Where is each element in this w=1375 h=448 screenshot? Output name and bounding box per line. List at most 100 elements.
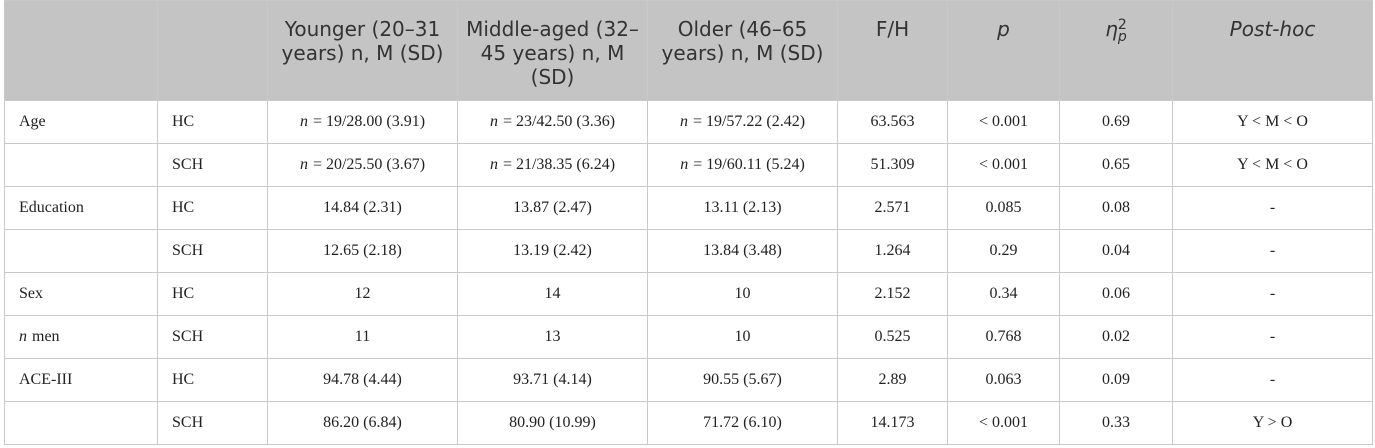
table-cell: 0.69 [1059,100,1173,144]
table-cell: n = 23/42.50 (3.36) [457,100,648,144]
italic-symbol: n [680,156,689,173]
table-cell: 0.768 [947,315,1060,359]
table-cell: Y < M < O [1172,100,1373,144]
table-cell: HC [157,358,268,402]
table-cell: - [1172,229,1373,273]
table-cell: < 0.001 [947,100,1060,144]
table-cell: 14.84 (2.31) [267,186,458,230]
header-row: Younger (20–31 years) n, M (SD) Middle-ag… [4,0,1373,101]
header-text: p [997,17,1010,41]
table-cell: - [1172,315,1373,359]
italic-symbol: n [489,156,498,173]
cell-text: = 19/60.11 (5.24) [693,156,805,173]
superscript: 2 [1117,16,1127,33]
table-cell: n = 20/25.50 (3.67) [267,143,458,187]
table-cell: 80.90 (10.99) [457,401,648,445]
table-cell: 13.11 (2.13) [647,186,838,230]
table-cell [4,229,158,273]
italic-symbol: n [299,113,308,130]
table-cell: n men [4,315,158,359]
table-cell: 14.173 [837,401,948,445]
header-cell: F/H [837,0,948,101]
italic-symbol: n [489,113,498,130]
table-cell: - [1172,358,1373,402]
table-cell [4,401,158,445]
header-cell: Younger (20–31 years) n, M (SD) [267,0,458,101]
table-cell: HC [157,272,268,316]
table-cell: Sex [4,272,158,316]
table-cell: Education [4,186,158,230]
table-cell: 51.309 [837,143,948,187]
table-cell [4,143,158,187]
header-text: F/H [875,17,910,41]
table-cell: Age [4,100,158,144]
header-cell [4,0,158,101]
table-cell: Y > O [1172,401,1373,445]
table-cell: 0.34 [947,272,1060,316]
cell-text: = 21/38.35 (6.24) [502,156,616,173]
table-cell: 71.72 (6.10) [647,401,838,445]
table-cell: 0.085 [947,186,1060,230]
table-cell: 11 [267,315,458,359]
header-text: Older (46–65 years) n, M (SD) [661,17,824,65]
table-row: SCH 12.65 (2.18) 13.19 (2.42) 13.84 (3.48) 1… [4,229,1373,273]
header-text: Post-hoc [1229,17,1316,41]
italic-symbol: n [19,328,27,345]
table-row: SCH n = 20/25.50 (3.67) n = 21/38.35 (6.24) n… [4,143,1373,187]
table-cell: Y < M < O [1172,143,1373,187]
cell-text: = 19/28.00 (3.91) [312,113,426,130]
table-cell: 10 [647,315,838,359]
header-cell: Post-hoc [1172,0,1373,101]
table-cell: HC [157,186,268,230]
table-row: n men SCH 11 13 10 0.525 0.768 0.02- [4,315,1373,359]
table-cell: SCH [157,315,268,359]
table-header: Younger (20–31 years) n, M (SD) Middle-ag… [4,0,1373,101]
table-cell: 0.33 [1059,401,1173,445]
table-cell: ACE-III [4,358,158,402]
cell-text: = 20/25.50 (3.67) [312,156,426,173]
header-cell: Older (46–65 years) n, M (SD) [647,0,838,101]
cell-text: = 23/42.50 (3.36) [502,113,616,130]
table-row: SCH 86.20 (6.84) 80.90 (10.99) 71.72 (6.10)… [4,401,1373,445]
table-cell: SCH [157,229,268,273]
table-cell: 2.571 [837,186,948,230]
table-cell: 63.563 [837,100,948,144]
table-cell: 12 [267,272,458,316]
table-cell: 0.02 [1059,315,1173,359]
table-cell: 0.04 [1059,229,1173,273]
table-row: ACE-III HC 94.78 (4.44) 93.71 (4.14) 90.55 (… [4,358,1373,402]
table-cell: n = 19/57.22 (2.42) [647,100,838,144]
table-cell: < 0.001 [947,143,1060,187]
header-text: Younger (20–31 years) n, M (SD) [281,17,444,65]
table-cell: - [1172,186,1373,230]
table-cell: 12.65 (2.18) [267,229,458,273]
table-body: Age HC n = 19/28.00 (3.91) n = 23/42.50 (3.36… [4,100,1373,445]
data-table: Younger (20–31 years) n, M (SD) Middle-ag… [4,0,1373,445]
table-cell: 1.264 [837,229,948,273]
table-cell: 10 [647,272,838,316]
italic-symbol: n [679,113,688,130]
table-row: Education HC 14.84 (2.31) 13.87 (2.47) 13.11… [4,186,1373,230]
table-cell: n = 21/38.35 (6.24) [457,143,648,187]
table-cell: 90.55 (5.67) [647,358,838,402]
table-cell: n = 19/28.00 (3.91) [267,100,458,144]
table-cell: - [1172,272,1373,316]
header-text: η [1105,17,1118,41]
header-cell: Middle-aged (32–45 years) n, M (SD) [457,0,648,101]
table-cell: 0.09 [1059,358,1173,402]
table-cell: 0.65 [1059,143,1173,187]
table-cell: HC [157,100,268,144]
header-text: Middle-aged (32–45 years) n, M (SD) [466,17,639,89]
table-cell: 94.78 (4.44) [267,358,458,402]
table-cell: 0.063 [947,358,1060,402]
table-cell: 93.71 (4.14) [457,358,648,402]
table-cell: 0.525 [837,315,948,359]
table-cell: 14 [457,272,648,316]
header-cell: p [947,0,1060,101]
table-cell: 86.20 (6.84) [267,401,458,445]
header-cell [157,0,268,101]
table-cell: 13 [457,315,648,359]
